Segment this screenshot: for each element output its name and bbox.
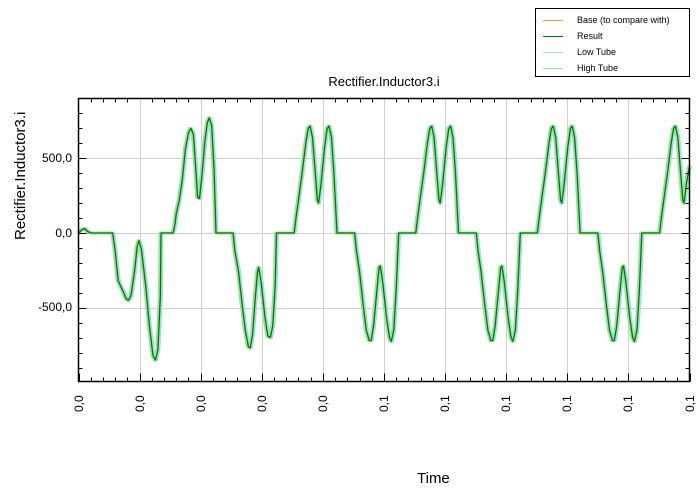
- series-layer: [76, 116, 692, 362]
- x-tick-label: 0,1: [498, 395, 513, 412]
- legend-swatch-high-tube: [543, 68, 563, 69]
- x-tick-label: 0,0: [315, 395, 330, 412]
- legend-item-base: Base (to compare with): [536, 14, 689, 28]
- x-tick-label: 0,0: [132, 395, 147, 412]
- y-axis-label: Rectifier.Inductor3.i: [12, 111, 29, 240]
- x-tick-label: 0,1: [682, 395, 697, 412]
- x-tick-label: 0,1: [376, 395, 391, 412]
- legend-item-high-tube: High Tube: [536, 62, 689, 76]
- y-tick-label: -500,0: [37, 300, 72, 314]
- y-tick-label: 500,0: [41, 151, 72, 165]
- x-tick-label: 0,1: [437, 395, 452, 412]
- legend-swatch-result: [543, 36, 563, 37]
- legend-item-low-tube: Low Tube: [536, 46, 689, 60]
- x-tick-label: 0,0: [71, 395, 86, 412]
- legend-label: Base (to compare with): [577, 15, 670, 25]
- legend-label: Low Tube: [577, 47, 617, 57]
- legend-swatch-base: [543, 20, 563, 21]
- legend-label: High Tube: [577, 63, 619, 73]
- legend-item-result: Result: [536, 30, 689, 44]
- y-tick-label: 0,0: [55, 226, 72, 240]
- series-result: [78, 117, 691, 361]
- legend: Base (to compare with) Result Low Tube H…: [535, 8, 690, 77]
- plot-title: Rectifier.Inductor3.i: [328, 74, 440, 89]
- x-tick-label: 0,1: [620, 395, 635, 412]
- x-tick-label: 0,1: [559, 395, 574, 412]
- legend-swatch-low-tube: [543, 52, 563, 53]
- legend-label: Result: [577, 31, 603, 41]
- x-axis-label: Time: [417, 470, 450, 487]
- series-low-tube: [78, 116, 692, 362]
- series-high-tube: [76, 116, 690, 362]
- axis-ticks: [78, 98, 691, 382]
- x-tick-label: 0,0: [254, 395, 269, 412]
- x-tick-label: 0,0: [193, 395, 208, 412]
